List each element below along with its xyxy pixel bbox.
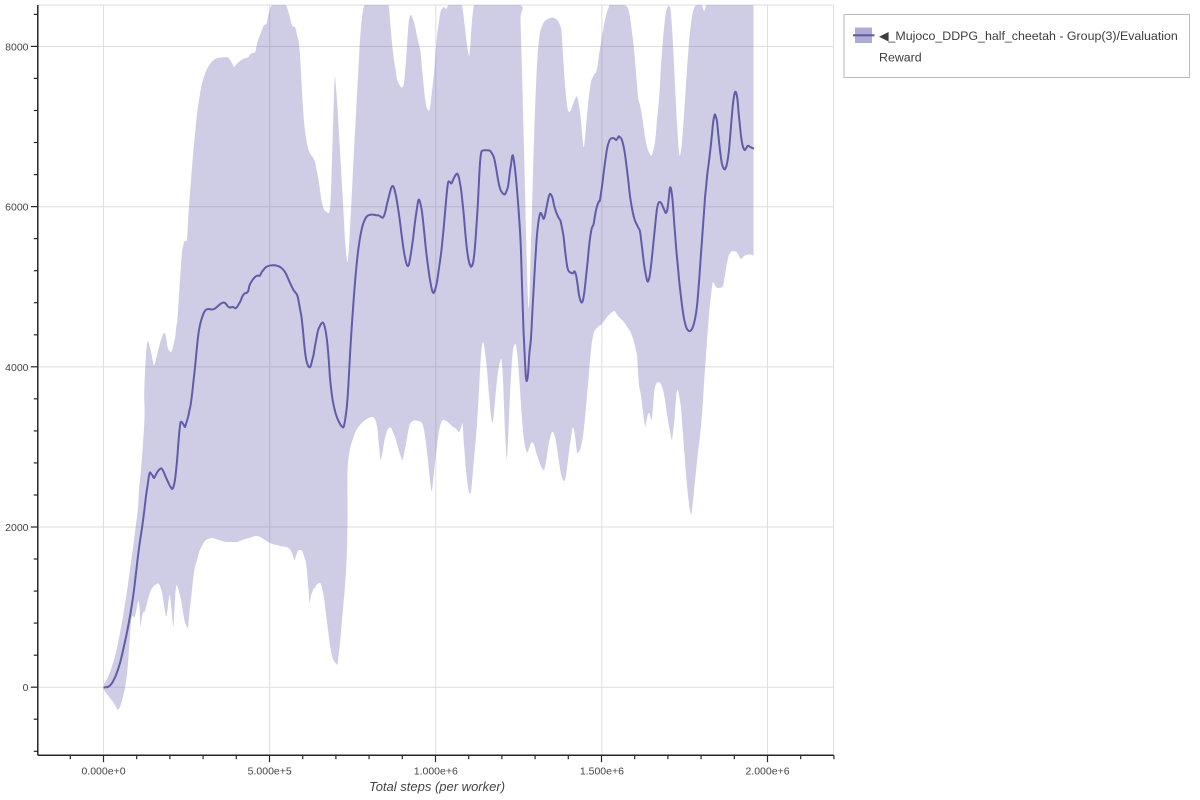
svg-text:◀_Mujoco_DDPG_half_cheetah - G: ◀_Mujoco_DDPG_half_cheetah - Group(3)/Ev… [879, 29, 1178, 43]
svg-text:6000: 6000 [5, 202, 29, 214]
svg-text:Total steps (per worker): Total steps (per worker) [369, 779, 505, 794]
svg-text:1.000e+6: 1.000e+6 [414, 766, 458, 778]
svg-text:2000: 2000 [5, 522, 29, 534]
svg-text:2.000e+6: 2.000e+6 [745, 766, 789, 778]
svg-text:5.000e+5: 5.000e+5 [248, 766, 292, 778]
svg-text:0.000e+0: 0.000e+0 [81, 766, 125, 778]
svg-text:0: 0 [23, 682, 29, 694]
svg-text:1.500e+6: 1.500e+6 [580, 766, 624, 778]
svg-text:Reward: Reward [879, 51, 922, 65]
svg-text:4000: 4000 [5, 362, 29, 374]
svg-text:8000: 8000 [5, 42, 29, 54]
